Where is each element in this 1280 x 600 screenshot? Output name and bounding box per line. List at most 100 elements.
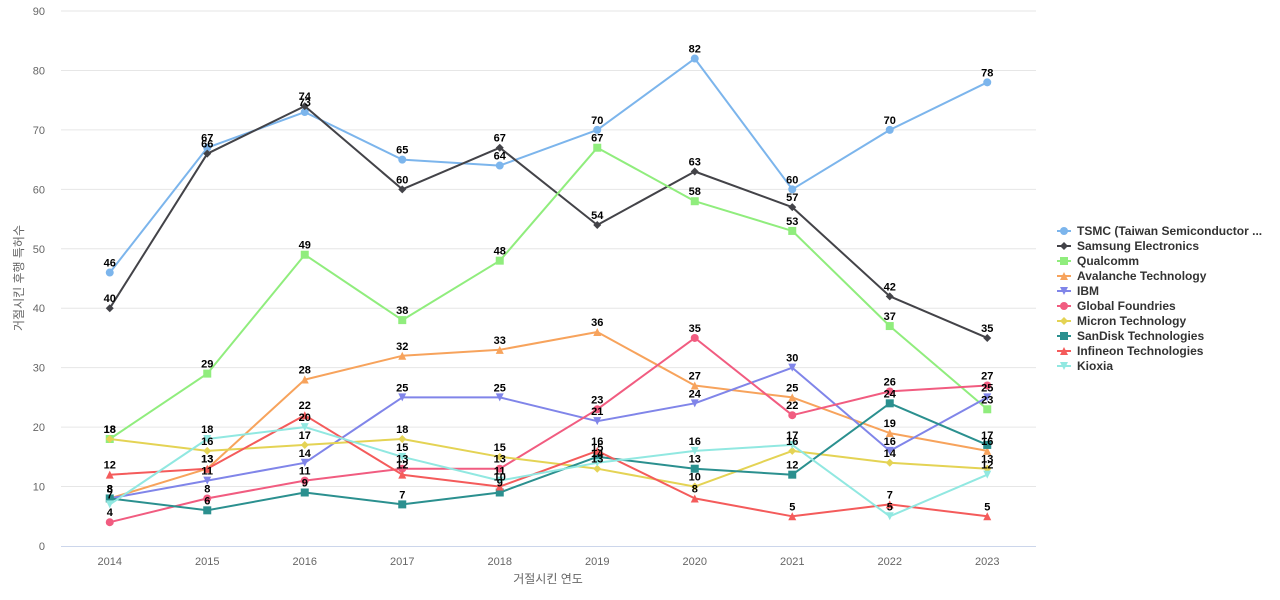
x-axis-ticks: 2014 2015 2016 2017 2018 2019 2020 2021 2022 2023 [98,556,1000,568]
data-point [885,125,894,134]
legend-item[interactable]: Kioxia [1057,359,1113,373]
y-tick-label: 20 [33,422,45,434]
data-point [983,512,992,521]
data-point [690,381,699,390]
x-tick-label: 2021 [780,556,804,568]
data-point [300,250,309,259]
data-label: 23 [981,394,993,406]
data-label: 10 [689,472,701,484]
data-point [983,440,992,449]
data-point [690,167,699,176]
data-label: 7 [399,489,405,501]
data-point [885,458,894,467]
legend-label: Global Foundries [1077,299,1176,313]
data-point [300,440,309,449]
y-tick-label: 60 [33,184,45,196]
data-label: 20 [299,412,311,424]
data-label: 67 [494,133,506,145]
data-label: 35 [981,323,993,335]
legend-marker [1060,317,1068,325]
legend-item[interactable]: TSMC (Taiwan Semiconductor ... [1057,224,1262,238]
data-label: 27 [981,371,993,383]
data-point [495,452,504,461]
data-label: 48 [494,246,506,258]
data-point [300,375,309,384]
x-tick-label: 2014 [98,556,122,568]
data-point [593,464,602,473]
legend-marker [1060,287,1068,295]
data-label: 35 [689,323,701,335]
legend-item[interactable]: SanDisk Technologies [1057,329,1204,343]
data-point [788,203,797,212]
data-point [983,381,992,390]
legend-item[interactable]: Infineon Technologies [1057,344,1204,358]
x-tick-label: 2016 [293,556,317,568]
data-point [398,500,407,509]
data-label: 25 [396,382,408,394]
legend-item[interactable]: Qualcomm [1057,254,1139,268]
x-tick-label: 2018 [488,556,512,568]
series-line [109,57,988,274]
data-label: 13 [981,454,993,466]
x-tick-label: 2017 [390,556,414,568]
legend-item[interactable]: Global Foundries [1057,299,1176,313]
data-point [495,393,504,402]
series-line [108,105,988,339]
series-0 [105,54,992,277]
data-label: 36 [591,317,603,329]
series-group [105,54,992,527]
data-label: 13 [494,454,506,466]
data-point [788,393,797,402]
data-point [203,464,212,473]
data-label: 60 [396,174,408,186]
data-point [593,452,602,461]
data-label: 70 [884,115,896,127]
legend-item[interactable]: IBM [1057,284,1099,298]
data-label: 30 [786,353,798,365]
data-point [885,322,894,331]
data-label: 5 [789,501,795,513]
data-label: 13 [591,454,603,466]
data-point [593,143,602,152]
data-label: 8 [692,483,698,495]
data-point [885,292,894,301]
legend-item[interactable]: Samsung Electronics [1057,239,1199,253]
series-8 [105,411,992,521]
data-label: 10 [494,472,506,484]
data-point [593,405,602,414]
series-line [109,438,988,488]
y-axis-title: 거절시킨 후행 특허수 [11,225,26,331]
data-point [105,518,114,527]
data-label: 18 [104,424,116,436]
data-label: 17 [786,430,798,442]
data-point [105,500,114,509]
x-tick-label: 2022 [878,556,902,568]
data-label: 13 [396,454,408,466]
data-point [690,464,699,473]
data-label: 33 [494,335,506,347]
data-label: 22 [786,400,798,412]
data-point [203,446,212,455]
data-label: 54 [591,210,604,222]
data-label: 18 [201,424,213,436]
data-label: 17 [299,430,311,442]
data-point [105,435,114,443]
data-label: 65 [396,145,408,157]
data-point [983,446,992,455]
data-point [300,476,309,485]
data-label: 74 [299,91,312,103]
series-line [109,331,988,500]
data-label: 70 [591,115,603,127]
legend-item[interactable]: Micron Technology [1057,314,1186,328]
data-label: 18 [396,424,408,436]
data-label: 42 [884,281,896,293]
data-point [398,435,407,443]
legend-item[interactable]: Avalanche Technology [1057,269,1207,283]
data-label: 9 [302,478,308,490]
data-point [300,108,309,117]
y-tick-label: 70 [33,125,45,137]
data-label: 24 [689,388,702,400]
series-line [109,414,988,518]
